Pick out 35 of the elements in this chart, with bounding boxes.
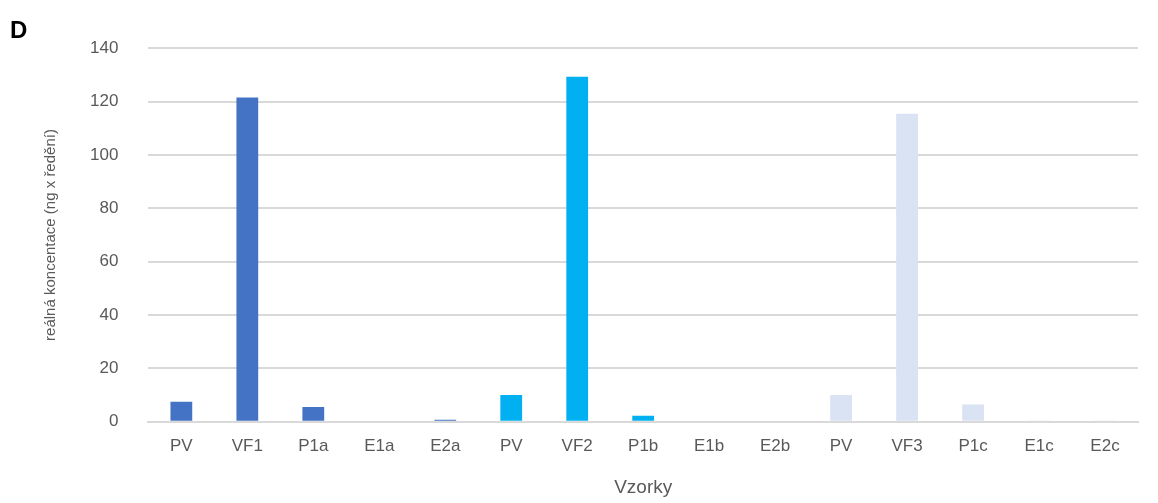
x-tick-label: PV xyxy=(499,435,524,455)
y-tick-label: 60 xyxy=(99,251,119,271)
bar xyxy=(236,97,259,421)
bar xyxy=(566,76,589,421)
bar xyxy=(896,113,918,421)
x-tick-label: PV xyxy=(170,435,194,455)
x-tick-label: P1a xyxy=(298,435,329,455)
bar xyxy=(962,404,984,421)
y-tick-label: 40 xyxy=(99,304,119,324)
bar xyxy=(170,401,193,421)
y-tick-label: 80 xyxy=(99,198,119,217)
y-axis-title: reálná koncentace (ng x ředění) xyxy=(41,129,59,341)
x-tick-label: VF1 xyxy=(231,435,263,455)
x-tick-label: E2b xyxy=(760,435,791,455)
bar xyxy=(302,407,325,421)
x-tick-label: VF2 xyxy=(561,435,593,455)
y-tick-label: 0 xyxy=(108,411,119,431)
x-tick-label: P1b xyxy=(628,435,659,455)
text: D xyxy=(10,16,28,44)
bar xyxy=(830,395,852,421)
x-tick-label: E2c xyxy=(1090,435,1121,455)
y-tick-label: 120 xyxy=(89,91,119,111)
y-tick-label: 140 xyxy=(89,37,119,57)
x-tick-label: E2a xyxy=(430,435,461,455)
x-tick-label: E1c xyxy=(1024,435,1055,455)
x-axis-title: Vzorky xyxy=(614,475,673,497)
y-tick-label: 20 xyxy=(99,358,119,378)
x-tick-label: E1a xyxy=(364,435,395,455)
x-tick-label: P1c xyxy=(958,435,989,455)
bar xyxy=(500,395,523,421)
bar xyxy=(632,415,655,421)
y-tick-label: 100 xyxy=(89,144,119,164)
x-tick-label: PV xyxy=(829,435,854,455)
x-tick-label: VF3 xyxy=(891,435,923,455)
x-tick-label: E1b xyxy=(694,435,725,455)
